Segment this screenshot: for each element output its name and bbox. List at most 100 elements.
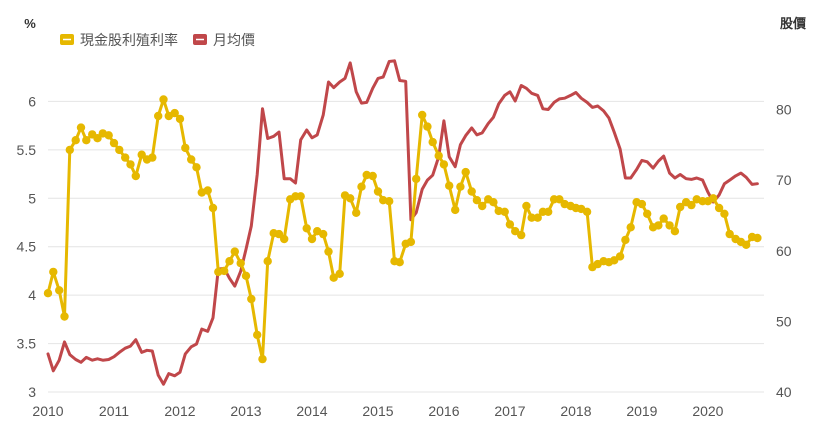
yield-data-point[interactable] xyxy=(637,199,647,209)
yield-data-point[interactable] xyxy=(368,171,377,181)
yield-data-point[interactable] xyxy=(159,95,168,104)
yield-data-point[interactable] xyxy=(615,252,625,261)
yield-data-point[interactable] xyxy=(43,289,53,298)
yield-data-point[interactable] xyxy=(456,182,465,191)
yield-data-point[interactable] xyxy=(302,224,311,233)
yield-data-point[interactable] xyxy=(395,258,404,267)
yield-data-point[interactable] xyxy=(500,207,509,216)
yield-data-point[interactable] xyxy=(181,143,190,153)
yield-data-point[interactable] xyxy=(665,221,674,230)
yield-data-point[interactable] xyxy=(406,237,416,247)
yield-data-point[interactable] xyxy=(263,257,272,266)
yield-data-point[interactable] xyxy=(461,167,470,177)
yield-data-point[interactable] xyxy=(329,273,338,282)
yield-data-point[interactable] xyxy=(445,181,454,190)
yield-data-point[interactable] xyxy=(439,160,449,169)
yield-data-point[interactable] xyxy=(654,221,663,230)
yield-data-point[interactable] xyxy=(76,123,86,132)
yield-data-point[interactable] xyxy=(357,182,366,191)
yield-data-point[interactable] xyxy=(220,266,229,276)
yield-data-point[interactable] xyxy=(170,108,179,118)
yield-data-point[interactable] xyxy=(709,194,718,203)
yield-data-point[interactable] xyxy=(253,330,262,340)
yield-data-point[interactable] xyxy=(65,145,75,155)
yield-data-point[interactable] xyxy=(109,138,119,148)
yield-data-point[interactable] xyxy=(373,187,383,196)
yield-data-point[interactable] xyxy=(544,207,553,216)
yield-data-point[interactable] xyxy=(247,294,256,304)
yield-data-point[interactable] xyxy=(126,160,135,169)
yield-data-point[interactable] xyxy=(121,153,130,162)
yield-data-point[interactable] xyxy=(175,114,185,124)
yield-data-point[interactable] xyxy=(505,220,515,229)
yield-data-point[interactable] xyxy=(472,196,482,205)
yield-data-point[interactable] xyxy=(280,234,289,244)
yield-data-point[interactable] xyxy=(742,240,751,249)
yield-data-point[interactable] xyxy=(55,286,64,295)
legend-item-yield[interactable]: 現金股利殖利率 xyxy=(60,32,178,48)
yield-data-point[interactable] xyxy=(478,201,487,211)
right-tick-label: 60 xyxy=(776,243,792,259)
yield-data-point[interactable] xyxy=(148,153,157,162)
x-tick-label: 2016 xyxy=(428,403,459,419)
yield-data-point[interactable] xyxy=(670,227,680,236)
series-layer xyxy=(43,59,762,386)
yield-data-point[interactable] xyxy=(753,233,762,243)
yield-data-point[interactable] xyxy=(687,200,696,210)
yield-data-point[interactable] xyxy=(131,171,140,181)
yield-data-point[interactable] xyxy=(258,354,267,364)
right-tick-label: 70 xyxy=(776,172,792,188)
x-tick-label: 2020 xyxy=(692,403,723,419)
yield-data-point[interactable] xyxy=(203,186,212,195)
yield-data-point[interactable] xyxy=(517,230,526,240)
left-tick-label: 3.5 xyxy=(17,336,37,352)
yield-data-point[interactable] xyxy=(626,223,635,232)
yield-data-point[interactable] xyxy=(385,197,394,206)
yield-data-point[interactable] xyxy=(208,203,218,213)
yield-data-point[interactable] xyxy=(725,229,734,239)
yield-data-point[interactable] xyxy=(71,136,80,145)
yield-data-point[interactable] xyxy=(324,247,333,256)
yield-data-point[interactable] xyxy=(82,136,91,145)
yield-data-point[interactable] xyxy=(720,209,729,218)
legend-item-price[interactable]: 月均價 xyxy=(193,32,255,48)
yield-data-point[interactable] xyxy=(307,234,317,244)
yield-data-point[interactable] xyxy=(49,267,58,277)
yield-data-point[interactable] xyxy=(511,227,520,236)
x-tick-label: 2019 xyxy=(626,403,657,419)
yield-data-point[interactable] xyxy=(187,155,196,164)
yield-data-point[interactable] xyxy=(335,269,344,278)
yield-data-point[interactable] xyxy=(643,209,652,218)
yield-data-point[interactable] xyxy=(241,271,251,280)
yield-data-point[interactable] xyxy=(451,205,460,215)
yield-data-point[interactable] xyxy=(489,198,498,207)
left-tick-label: 4 xyxy=(28,287,36,303)
yield-data-point[interactable] xyxy=(621,235,630,245)
yield-data-point[interactable] xyxy=(352,208,361,217)
yield-data-point[interactable] xyxy=(467,187,476,196)
yield-data-point[interactable] xyxy=(230,247,239,256)
yield-data-point[interactable] xyxy=(610,256,619,265)
yield-data-point[interactable] xyxy=(319,229,328,239)
yield-data-point[interactable] xyxy=(423,122,432,131)
yield-data-point[interactable] xyxy=(527,213,536,222)
yield-data-point[interactable] xyxy=(296,192,305,201)
yield-data-point[interactable] xyxy=(418,110,427,120)
yield-data-point[interactable] xyxy=(533,213,542,222)
yield-data-point[interactable] xyxy=(659,214,668,223)
yield-data-point[interactable] xyxy=(522,201,531,211)
yield-data-point[interactable] xyxy=(412,174,421,184)
yield-data-point[interactable] xyxy=(236,259,245,268)
yield-data-point[interactable] xyxy=(192,163,201,172)
yield-data-point[interactable] xyxy=(225,257,234,266)
yield-data-point[interactable] xyxy=(60,312,69,321)
yield-data-point[interactable] xyxy=(154,111,163,121)
yield-data-point[interactable] xyxy=(346,194,355,203)
yield-data-point[interactable] xyxy=(428,137,437,147)
yield-data-point[interactable] xyxy=(434,151,443,160)
yield-data-point[interactable] xyxy=(714,203,724,213)
yield-data-point[interactable] xyxy=(115,145,124,155)
yield-data-point[interactable] xyxy=(104,131,113,140)
yield-data-point[interactable] xyxy=(582,207,592,216)
yield-data-point[interactable] xyxy=(676,202,685,212)
